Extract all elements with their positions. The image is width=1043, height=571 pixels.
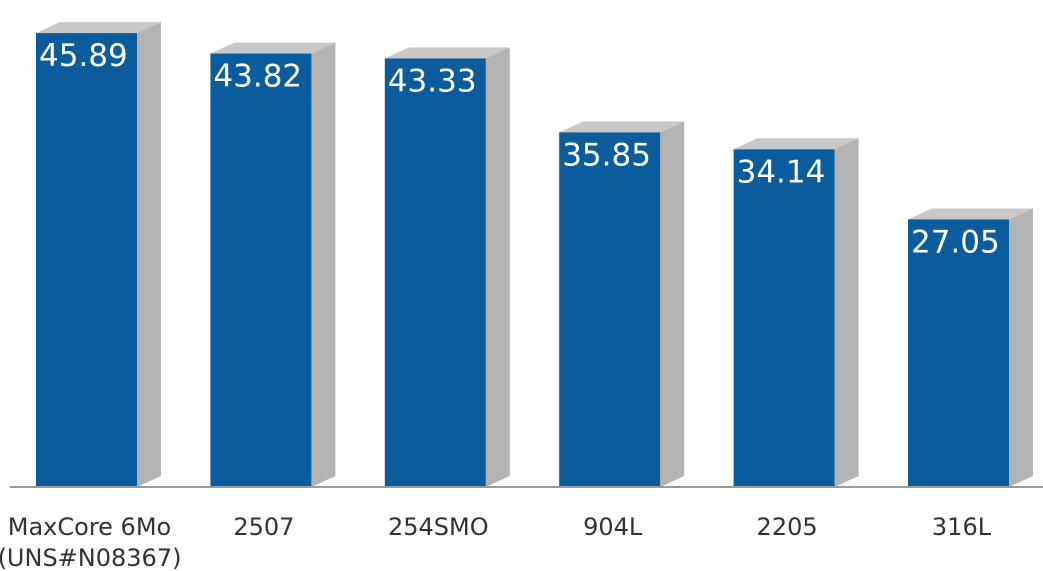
bar-6: 27.05	[908, 208, 1033, 487]
bar-1: 45.89	[36, 22, 161, 487]
bar-front-face	[733, 149, 835, 488]
bar-side-face	[311, 42, 336, 487]
bar-value-label: 45.89	[39, 38, 128, 74]
bar-side-face	[1009, 208, 1033, 487]
category-label-line: 2507	[233, 513, 294, 541]
category-label-3: 254SMO	[388, 513, 489, 541]
bars-group: 45.89 43.82 43.33 35.85 34.14 27.05	[36, 22, 1033, 488]
category-label-6: 316L	[932, 513, 992, 541]
bar-front-face	[908, 219, 1009, 487]
bar-front-face	[210, 53, 312, 487]
bar-value-label: 34.14	[737, 154, 826, 190]
category-label-4: 904L	[583, 513, 643, 541]
category-label-1: MaxCore 6Mo (UNS#N08367)	[0, 513, 181, 571]
bar-side-face	[485, 47, 510, 487]
bar-front-face	[559, 132, 661, 488]
bar-value-label: 43.33	[388, 63, 477, 99]
category-label-line: (UNS#N08367)	[0, 544, 181, 571]
bar-top-face	[733, 138, 859, 150]
bar-front-face	[36, 33, 137, 487]
category-labels-group: MaxCore 6Mo (UNS#N08367) 2507 254SMO 904L 220…	[0, 513, 992, 571]
category-label-line: 254SMO	[388, 513, 489, 541]
category-label-2: 2507	[233, 513, 294, 541]
category-label-5: 2205	[757, 513, 818, 541]
bar-value-label: 35.85	[562, 137, 651, 173]
bar-3: 43.33	[384, 47, 510, 487]
bar-side-face	[660, 121, 685, 488]
bar-value-label: 27.05	[911, 224, 1000, 260]
bar-top-face	[36, 22, 161, 34]
bar-top-face	[908, 208, 1033, 220]
bar-side-face	[834, 138, 859, 488]
bar-top-face	[210, 42, 336, 54]
bar-4: 35.85	[559, 121, 685, 488]
bar-front-face	[384, 58, 486, 487]
bar-side-face	[137, 22, 161, 487]
category-label-line: MaxCore 6Mo	[8, 513, 171, 541]
bar-2: 43.82	[210, 42, 336, 487]
bar-value-label: 43.82	[213, 59, 302, 95]
bar-top-face	[384, 47, 510, 59]
category-label-line: 2205	[757, 513, 818, 541]
category-label-line: 316L	[932, 513, 992, 541]
category-label-line: 904L	[583, 513, 643, 541]
bar-5: 34.14	[733, 138, 859, 488]
bar-top-face	[559, 121, 685, 133]
